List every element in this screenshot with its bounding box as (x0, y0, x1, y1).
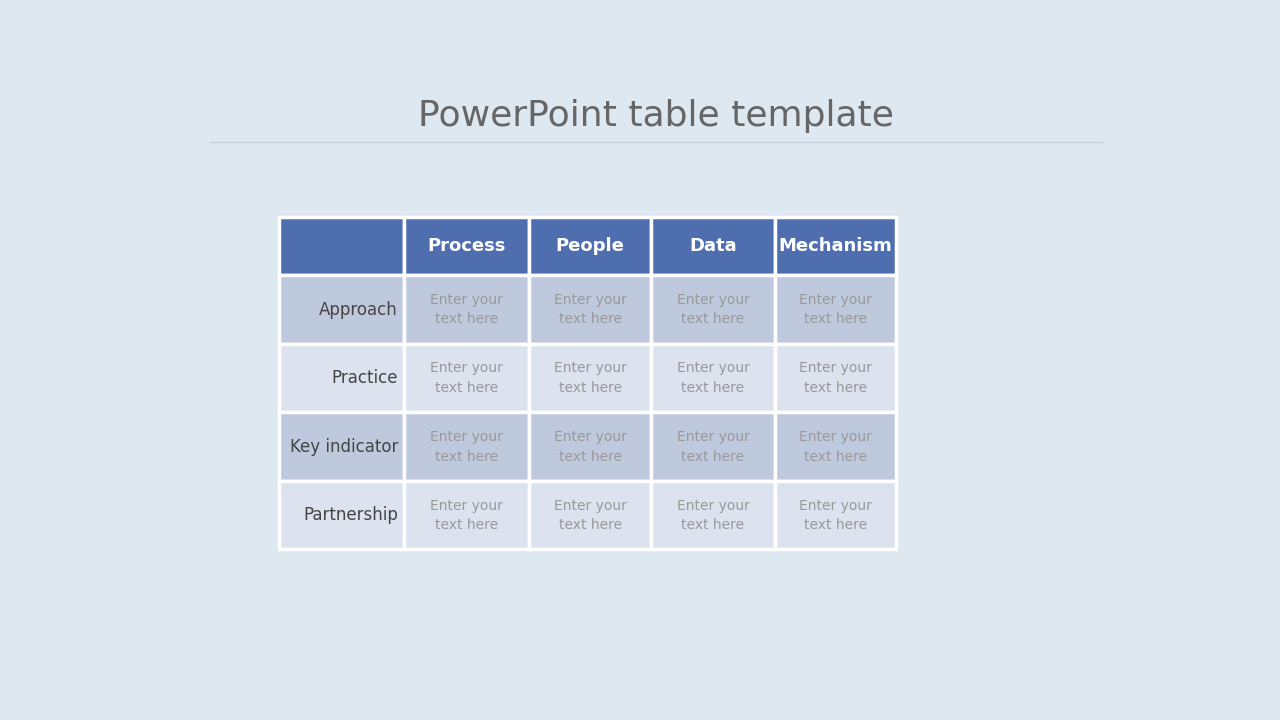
Text: Enter your
text here: Enter your text here (677, 498, 749, 532)
Text: Process: Process (428, 237, 506, 255)
Bar (279, 482, 404, 549)
Text: Enter your
text here: Enter your text here (554, 293, 627, 326)
Text: Enter your
text here: Enter your text here (554, 361, 627, 395)
Bar (404, 344, 529, 412)
Bar (529, 217, 652, 275)
Text: Enter your
text here: Enter your text here (554, 430, 627, 464)
Bar (774, 344, 896, 412)
Text: Enter your
text here: Enter your text here (430, 430, 503, 464)
Text: Mechanism: Mechanism (778, 237, 892, 255)
Bar (652, 344, 774, 412)
Text: PowerPoint table template: PowerPoint table template (419, 99, 893, 132)
Bar (404, 275, 529, 344)
Bar (774, 412, 896, 482)
Text: Enter your
text here: Enter your text here (677, 361, 749, 395)
Bar (774, 275, 896, 344)
Text: Data: Data (689, 237, 737, 255)
Bar (774, 217, 896, 275)
Text: Enter your
text here: Enter your text here (430, 361, 503, 395)
Bar (279, 275, 404, 344)
Text: Enter your
text here: Enter your text here (430, 498, 503, 532)
Text: People: People (556, 237, 625, 255)
Bar (279, 217, 404, 275)
Text: Enter your
text here: Enter your text here (799, 361, 872, 395)
Bar (652, 275, 774, 344)
Text: Enter your
text here: Enter your text here (677, 430, 749, 464)
Text: Enter your
text here: Enter your text here (799, 498, 872, 532)
Bar (529, 412, 652, 482)
Text: Practice: Practice (332, 369, 398, 387)
Bar (404, 482, 529, 549)
Bar (404, 412, 529, 482)
Bar (404, 217, 529, 275)
Bar (279, 412, 404, 482)
Bar (529, 275, 652, 344)
Bar (652, 412, 774, 482)
Bar (652, 482, 774, 549)
Bar (529, 344, 652, 412)
Text: Enter your
text here: Enter your text here (799, 293, 872, 326)
Text: Partnership: Partnership (303, 506, 398, 524)
Text: Enter your
text here: Enter your text here (799, 430, 872, 464)
Text: Enter your
text here: Enter your text here (677, 293, 749, 326)
Text: Approach: Approach (319, 301, 398, 319)
Bar (279, 344, 404, 412)
Bar (652, 217, 774, 275)
Text: Key indicator: Key indicator (289, 438, 398, 456)
Bar (529, 482, 652, 549)
Text: Enter your
text here: Enter your text here (554, 498, 627, 532)
Bar (774, 482, 896, 549)
Text: Enter your
text here: Enter your text here (430, 293, 503, 326)
